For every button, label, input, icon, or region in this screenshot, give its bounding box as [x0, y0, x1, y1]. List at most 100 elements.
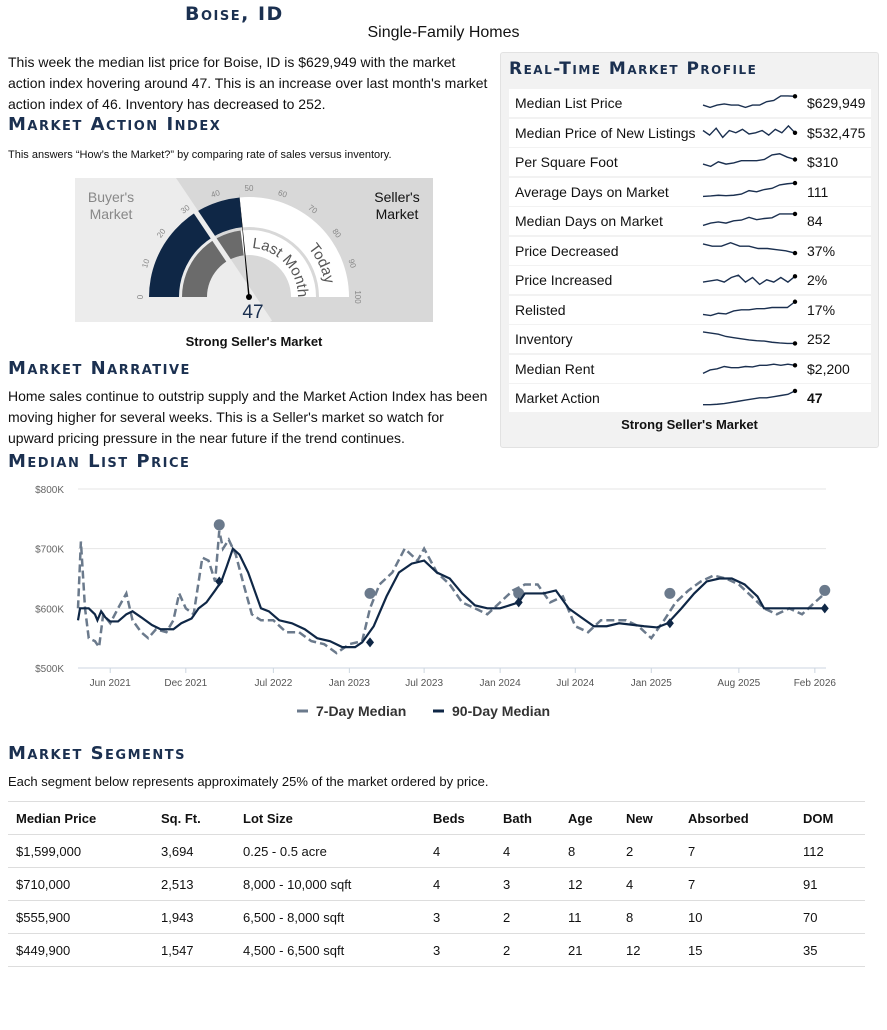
table-cell: 4,500 - 6,500 sqft — [235, 933, 425, 967]
sparkline — [702, 124, 798, 138]
sparkline — [703, 388, 798, 406]
profile-row-label: Average Days on Market — [515, 183, 669, 200]
table-cell: 8 — [618, 900, 680, 934]
profile-row: Price Increased 2% — [509, 266, 871, 294]
x-tick-label: Jun 2021 — [90, 678, 132, 689]
sellers-market-label: Seller's Market — [374, 189, 419, 222]
sparkline — [702, 362, 798, 374]
profile-row-value: $2,200 — [807, 360, 850, 377]
90-day-marker — [366, 637, 375, 648]
table-row: $1,599,000 3,694 0.25 - 0.5 acre 4 4 8 2 7 112 — [8, 834, 865, 868]
y-tick-label: $800K — [35, 485, 64, 496]
sparkline — [702, 331, 798, 346]
sparkline — [702, 241, 798, 255]
subtitle-text: Single-Family Homes — [367, 24, 520, 41]
table-cell: 21 — [560, 933, 618, 967]
sparkline-line — [703, 390, 796, 406]
profile-row-value: 47 — [807, 390, 823, 406]
gauge-tick-label: 50 — [245, 184, 254, 193]
profile-row-value: 252 — [807, 331, 831, 347]
mai-heading: Market Action Index — [8, 114, 222, 135]
sparkline — [702, 299, 798, 316]
table-cell: $1,599,000 — [8, 834, 153, 868]
median-price-chart: $500K $600K $700K $800K Jun 2021 Dec 2021 Jul … — [35, 485, 836, 719]
table-cell: 2 — [495, 900, 560, 934]
segments-heading: Market Segments — [8, 743, 187, 764]
table-cell: 112 — [795, 834, 865, 868]
table-cell: $449,900 — [8, 933, 153, 967]
sparkline-end-dot — [792, 157, 798, 162]
column-header: Absorbed — [680, 801, 795, 835]
x-tick-label: Jul 2022 — [254, 678, 292, 689]
table-cell: 3,694 — [153, 834, 235, 868]
today-arc — [149, 197, 243, 297]
sparkline-line — [702, 274, 796, 286]
7-day-marker — [664, 587, 676, 599]
profile-row-label: Inventory — [515, 331, 573, 347]
column-header: Beds — [425, 801, 495, 835]
legend-label[interactable]: 90-Day Median — [452, 703, 550, 719]
profile-row: Median Rent $2,200 — [509, 354, 871, 383]
y-tick-label: $700K — [35, 545, 64, 556]
sparkline — [702, 153, 798, 168]
profile-row-label: Market Action — [515, 390, 600, 406]
sparkline-line — [702, 95, 796, 109]
gauge-value: 47 — [242, 302, 263, 322]
sparkline-end-dot — [792, 250, 798, 255]
profile-row: Inventory 252 — [509, 325, 871, 353]
7-day-marker — [513, 587, 525, 599]
gauge-tick-label: 100 — [353, 290, 362, 304]
table-row: $710,000 2,513 8,000 - 10,000 sqft 4 3 12 4 7 91 — [8, 867, 865, 901]
table-cell: 3 — [425, 900, 495, 934]
sparkline — [702, 274, 798, 286]
column-header: Bath — [495, 801, 560, 835]
profile-row-label: Price Decreased — [515, 242, 619, 259]
x-tick-label: Aug 2025 — [717, 678, 760, 689]
profile-row: Average Days on Market 111 — [509, 177, 871, 206]
90-day-marker — [820, 603, 829, 614]
legend-label[interactable]: 7-Day Median — [316, 703, 406, 719]
profile-row-label: Median Price of New Listings — [515, 124, 696, 141]
table-cell: 1,547 — [153, 933, 235, 967]
table-row: $449,900 1,547 4,500 - 6,500 sqft 3 2 21 12 15 3… — [8, 933, 865, 967]
table-cell: 8,000 - 10,000 sqft — [235, 867, 425, 901]
table-cell: 4 — [425, 834, 495, 868]
table-cell: 7 — [680, 867, 795, 901]
profile-row-value: 37% — [807, 242, 836, 259]
x-tick-label: Jul 2024 — [556, 678, 594, 689]
profile-row-label: Per Square Foot — [515, 154, 618, 170]
table-cell: 11 — [560, 900, 618, 934]
profile-caption: Strong Seller's Market — [621, 417, 758, 432]
profile-row: Per Square Foot $310 — [509, 148, 871, 176]
90-day-marker — [514, 597, 523, 608]
table-cell: 12 — [618, 933, 680, 967]
sparkline-line — [702, 213, 795, 227]
table-cell: 10 — [680, 900, 795, 934]
narrative-heading: Market Narrative — [8, 358, 191, 379]
table-cell: 8 — [560, 834, 618, 868]
profile-row-value: $532,475 — [807, 124, 866, 141]
profile-row: Median Days on Market 84 — [509, 207, 871, 235]
profile-row-label: Median List Price — [515, 95, 623, 111]
x-tick-label: Jan 2023 — [329, 678, 371, 689]
gauge-tick-label: 10 — [140, 257, 151, 269]
sparkline-end-dot — [792, 388, 798, 394]
profile-row: Price Decreased 37% — [509, 236, 871, 265]
market-profile-panel: Real-Time Market Profile Median List Pri… — [500, 52, 879, 448]
7-day-marker — [364, 587, 376, 599]
y-tick-label: $500K — [35, 664, 64, 675]
gauge-tick-label: 60 — [277, 188, 289, 199]
column-header: Sq. Ft. — [153, 801, 235, 835]
x-tick-label: Jul 2023 — [405, 678, 443, 689]
table-row: $555,900 1,943 6,500 - 8,000 sqft 3 2 11 8 10 70 — [8, 900, 865, 934]
sparkline-line — [702, 241, 796, 254]
table-cell: 12 — [560, 867, 618, 901]
table-cell: 15 — [680, 933, 795, 967]
profile-row: Median Price of New Listings $532,475 — [509, 118, 871, 147]
table-cell: 4 — [618, 867, 680, 901]
table-header-row: Median Price Sq. Ft. Lot Size Beds Bath Age Ne… — [8, 801, 865, 835]
gauge-tick-label: 0 — [136, 294, 145, 299]
table-cell: 35 — [795, 933, 865, 967]
table-cell: 3 — [425, 933, 495, 967]
